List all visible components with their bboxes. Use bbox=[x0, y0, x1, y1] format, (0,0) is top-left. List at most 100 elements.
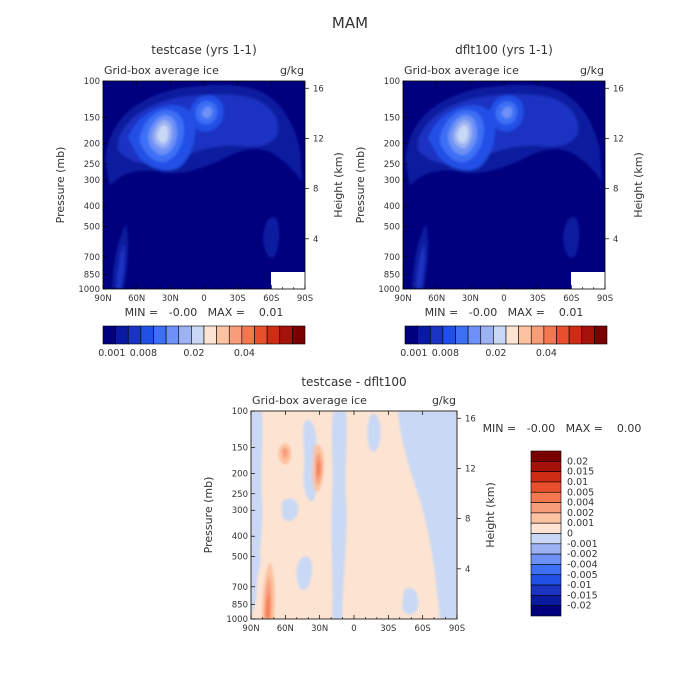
y-tick-label: 850 bbox=[384, 270, 400, 280]
colorbar-swatch bbox=[493, 325, 507, 345]
panel-b-units: g/kg bbox=[580, 64, 604, 77]
x-tick-label: 60S bbox=[263, 294, 279, 304]
colorbar-swatch bbox=[505, 325, 519, 345]
panel-b-ylabel: Pressure (mb) bbox=[354, 147, 367, 224]
main-title: MAM bbox=[332, 14, 368, 32]
colorbar-swatch bbox=[254, 325, 268, 345]
colorbar-swatch bbox=[417, 325, 431, 345]
y-tick-label: 1000 bbox=[226, 615, 248, 625]
panel-b-contour-12 bbox=[416, 244, 425, 289]
panel-c-contour-11 bbox=[282, 447, 288, 459]
colorbar-swatch bbox=[140, 325, 154, 345]
colorbar-swatch bbox=[292, 325, 306, 345]
y-tick-label: 700 bbox=[232, 583, 248, 593]
x-tick-label: 90S bbox=[597, 294, 613, 304]
y-tick-label: 850 bbox=[84, 270, 100, 280]
colorbar-label: -0.02 bbox=[567, 601, 592, 612]
y-right-tick-label: 16 bbox=[465, 414, 476, 424]
y-tick-label: 300 bbox=[384, 176, 400, 186]
y-right-tick-label: 16 bbox=[613, 84, 624, 94]
colorbar-swatch bbox=[530, 543, 562, 555]
y-tick-label: 500 bbox=[84, 222, 100, 232]
panel-c-field bbox=[251, 411, 457, 619]
x-tick-label: 90S bbox=[449, 624, 465, 634]
panel-a-colorbar: 0.001 0.008 0.02 0.04 bbox=[98, 325, 306, 359]
colorbar-swatch bbox=[455, 325, 469, 345]
colorbar-swatch bbox=[530, 502, 562, 514]
panel-c-units: g/kg bbox=[432, 394, 456, 407]
colorbar-swatch bbox=[530, 522, 562, 534]
colorbar-swatch bbox=[102, 325, 116, 345]
y-tick-label: 850 bbox=[232, 600, 248, 610]
x-tick-label: 30S bbox=[530, 294, 546, 304]
colorbar-label: -0.015 bbox=[567, 590, 598, 601]
panel-b-contour-13 bbox=[563, 216, 580, 258]
colorbar-swatch bbox=[530, 574, 562, 586]
y-right-tick-label: 4 bbox=[613, 235, 618, 245]
y-tick-label: 100 bbox=[84, 77, 100, 87]
colorbar-label: 0.01 bbox=[567, 477, 588, 488]
panel-testcase: testcase (yrs 1-1) Grid-box average ice … bbox=[54, 43, 345, 359]
colorbar-swatch bbox=[568, 325, 583, 345]
colorbar-swatch bbox=[266, 325, 281, 345]
colorbar-swatch bbox=[543, 325, 557, 345]
colorbar-swatch bbox=[153, 325, 167, 345]
panel-c-title: testcase - dflt100 bbox=[301, 375, 406, 389]
y-right-tick-label: 12 bbox=[613, 134, 624, 144]
colorbar-label: 0.02 bbox=[183, 348, 204, 359]
colorbar-swatch bbox=[404, 325, 418, 345]
colorbar-swatch bbox=[241, 325, 255, 345]
colorbar-swatch bbox=[279, 325, 293, 345]
colorbar-swatch bbox=[530, 605, 562, 617]
panel-b-stats: MIN = -0.00 MAX = 0.01 bbox=[425, 306, 584, 319]
y-tick-label: 300 bbox=[84, 176, 100, 186]
x-tick-label: 60S bbox=[563, 294, 579, 304]
panel-a-missing-data bbox=[271, 272, 305, 289]
colorbar-swatch bbox=[530, 461, 562, 472]
colorbar-swatch bbox=[581, 325, 595, 345]
panel-b-ylabel-right: Height (km) bbox=[632, 152, 645, 218]
colorbar-swatch bbox=[467, 325, 482, 345]
colorbar-swatch bbox=[530, 512, 562, 524]
colorbar-swatch bbox=[530, 595, 562, 606]
colorbar-swatch bbox=[165, 325, 180, 345]
y-right-tick-label: 4 bbox=[313, 235, 318, 245]
colorbar-swatch bbox=[518, 325, 532, 345]
panel-c-contour-8 bbox=[251, 545, 261, 577]
colorbar-label: 0.04 bbox=[234, 348, 255, 359]
colorbar-label: 0.001 bbox=[400, 348, 427, 359]
y-tick-label: 150 bbox=[84, 114, 100, 124]
panel-c-contour-9 bbox=[402, 587, 419, 615]
panel-c-contour-3 bbox=[331, 411, 347, 619]
panel-c-contour-4 bbox=[367, 413, 381, 452]
colorbar-swatch bbox=[530, 450, 562, 462]
colorbar-swatch bbox=[530, 553, 562, 565]
colorbar-swatch bbox=[530, 491, 562, 503]
x-tick-label: 90S bbox=[297, 294, 313, 304]
y-tick-label: 1000 bbox=[378, 285, 400, 295]
panel-b-missing-data bbox=[571, 272, 605, 289]
colorbar-swatch bbox=[228, 325, 243, 345]
y-right-tick-label: 12 bbox=[313, 134, 324, 144]
colorbar-label: 0.015 bbox=[567, 467, 594, 478]
colorbar-label: 0.001 bbox=[98, 348, 125, 359]
y-tick-label: 150 bbox=[232, 444, 248, 454]
x-tick-label: 30S bbox=[230, 294, 246, 304]
x-tick-label: 0 bbox=[201, 294, 206, 304]
y-tick-label: 200 bbox=[384, 140, 400, 150]
y-tick-label: 200 bbox=[232, 470, 248, 480]
x-tick-label: 90N bbox=[242, 624, 259, 634]
colorbar-label: 0.002 bbox=[567, 508, 594, 519]
colorbar-label: 0.001 bbox=[567, 518, 594, 529]
x-tick-label: 30N bbox=[311, 624, 328, 634]
y-right-tick-label: 12 bbox=[465, 464, 476, 474]
y-tick-label: 700 bbox=[384, 253, 400, 263]
y-tick-label: 1000 bbox=[78, 285, 100, 295]
colorbar-swatch bbox=[530, 481, 562, 493]
panel-a-ylabel: Pressure (mb) bbox=[54, 147, 67, 224]
panel-a-ylabel-right: Height (km) bbox=[332, 152, 345, 218]
colorbar-label: 0.02 bbox=[567, 456, 588, 467]
colorbar-swatch bbox=[530, 533, 562, 545]
